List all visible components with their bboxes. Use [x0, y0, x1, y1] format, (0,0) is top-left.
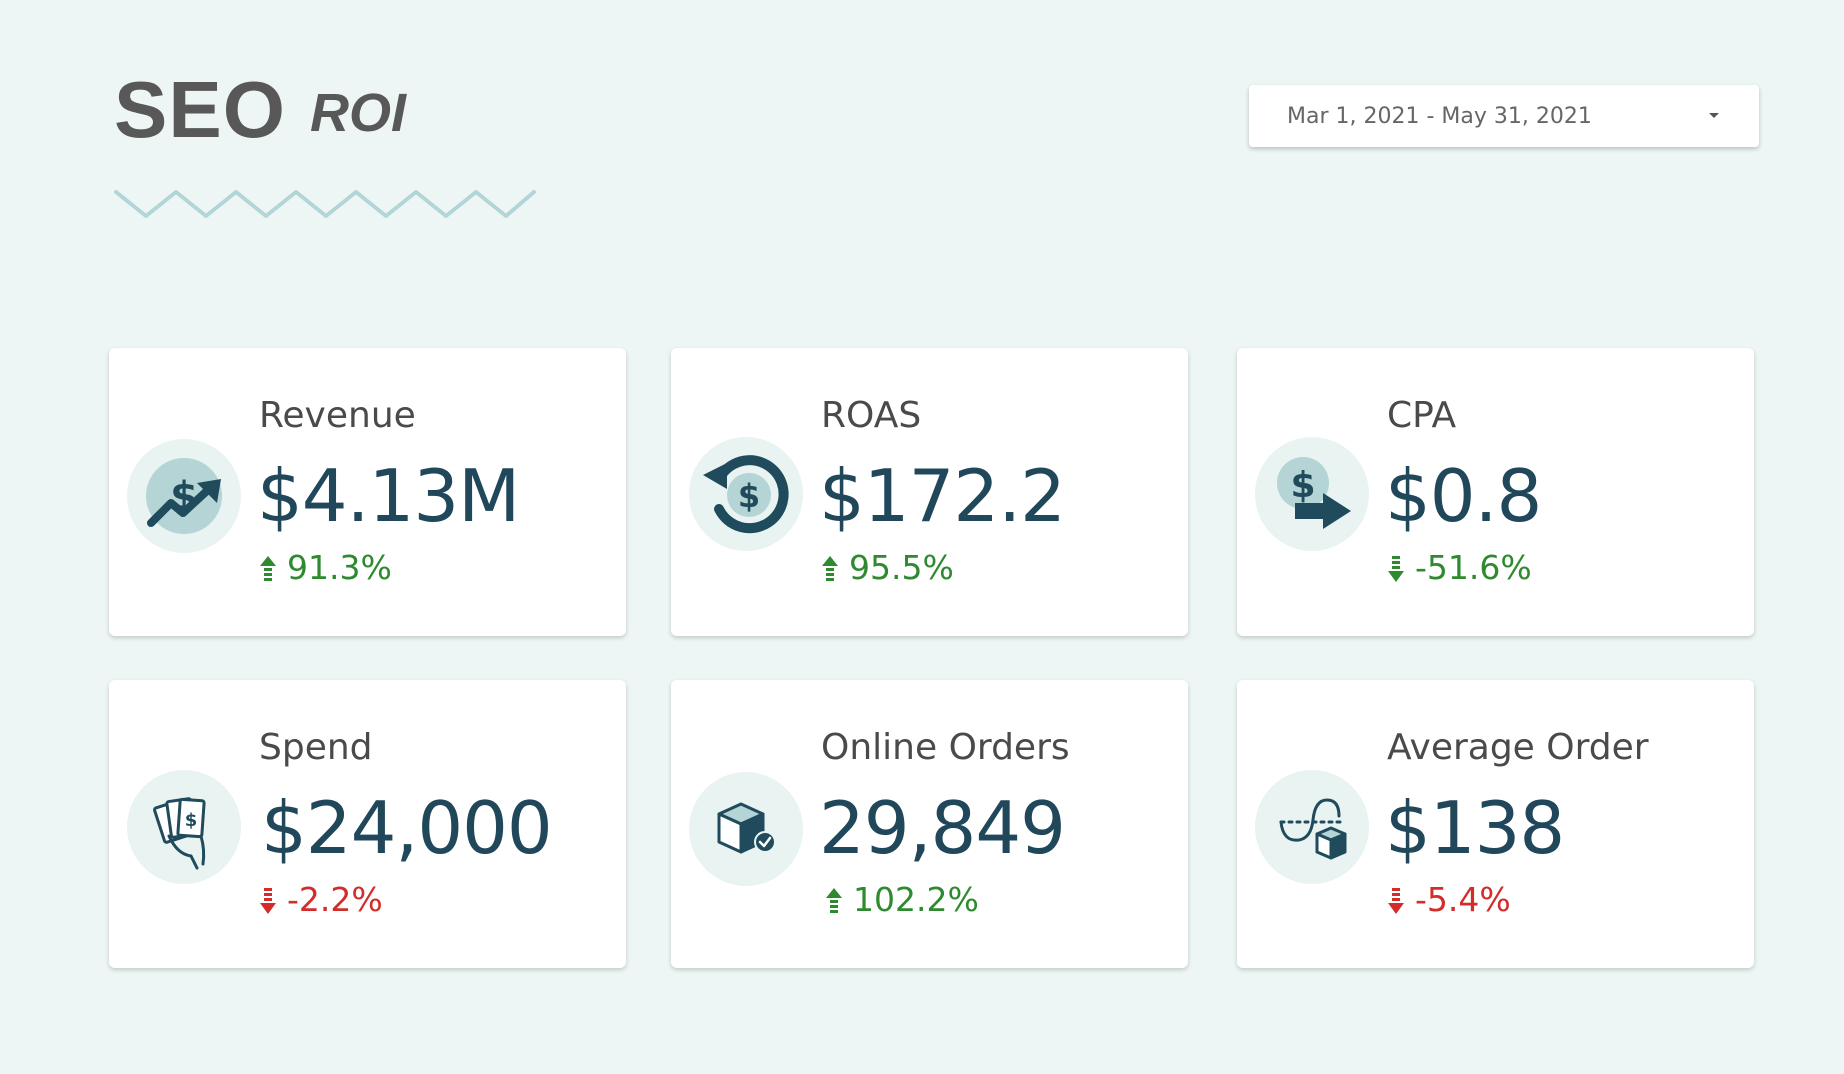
svg-text:$: $: [185, 810, 198, 831]
svg-text:$: $: [1290, 465, 1315, 506]
revenue-growth-icon: $: [127, 439, 241, 553]
svg-text:$: $: [738, 477, 760, 515]
metric-label: Online Orders: [821, 727, 1070, 768]
package-check-icon: [689, 772, 803, 886]
date-range-picker[interactable]: Mar 1, 2021 - May 31, 2021: [1249, 85, 1759, 147]
page-title: SEO: [114, 65, 286, 154]
metric-delta: -51.6%: [1387, 551, 1532, 584]
metric-delta-value: 91.3%: [287, 548, 392, 587]
metric-value: 29,849: [819, 786, 1066, 870]
metric-delta-value: -5.4%: [1415, 880, 1511, 919]
metric-card-cpa: $ CPA $0.8 -51.6%: [1237, 348, 1754, 636]
trend-down-icon: [260, 888, 276, 914]
date-range-label: Mar 1, 2021 - May 31, 2021: [1287, 104, 1592, 129]
metric-delta: -2.2%: [259, 883, 383, 916]
metric-card-roas: $ ROAS $172.2 95.5%: [671, 348, 1188, 636]
page-subtitle: ROI: [310, 83, 407, 143]
metric-label: CPA: [1387, 395, 1457, 436]
cash-hand-icon: $: [127, 770, 241, 884]
metric-label: Average Order: [1387, 727, 1649, 768]
metric-label: Spend: [259, 727, 373, 768]
metric-label: Revenue: [259, 395, 416, 436]
trend-up-icon: [822, 556, 838, 581]
metric-value: $172.2: [819, 454, 1066, 538]
metric-value: $0.8: [1385, 454, 1542, 538]
chevron-down-icon[interactable]: [1709, 113, 1719, 118]
trend-down-icon: [1388, 556, 1404, 582]
metric-card-revenue: $ Revenue $4.13M 91.3%: [109, 348, 626, 636]
metric-delta: -5.4%: [1387, 883, 1511, 916]
metric-label: ROAS: [821, 395, 922, 436]
order-path-icon: [1255, 770, 1369, 884]
metric-delta-value: -2.2%: [287, 880, 383, 919]
dollar-arrow-icon: $: [1255, 437, 1369, 551]
metric-delta: 95.5%: [821, 551, 954, 584]
zigzag-divider: [114, 190, 536, 218]
trend-up-icon: [260, 556, 276, 581]
metric-card-spend: $ Spend $24,000 -2.2%: [109, 680, 626, 968]
trend-up-icon: [826, 888, 842, 913]
metric-value: $4.13M: [257, 454, 520, 538]
metric-delta-value: -51.6%: [1415, 548, 1532, 587]
metric-delta-value: 95.5%: [849, 548, 954, 587]
metric-card-online-orders: Online Orders 29,849 102.2%: [671, 680, 1188, 968]
metric-card-average-order: Average Order $138 -5.4%: [1237, 680, 1754, 968]
metric-value: $138: [1385, 786, 1565, 870]
metric-value: $24,000: [261, 786, 553, 870]
metric-delta-value: 102.2%: [853, 880, 979, 919]
trend-down-icon: [1388, 888, 1404, 914]
dollar-return-icon: $: [689, 437, 803, 551]
metric-delta: 91.3%: [259, 551, 392, 584]
metric-delta: 102.2%: [825, 883, 979, 916]
